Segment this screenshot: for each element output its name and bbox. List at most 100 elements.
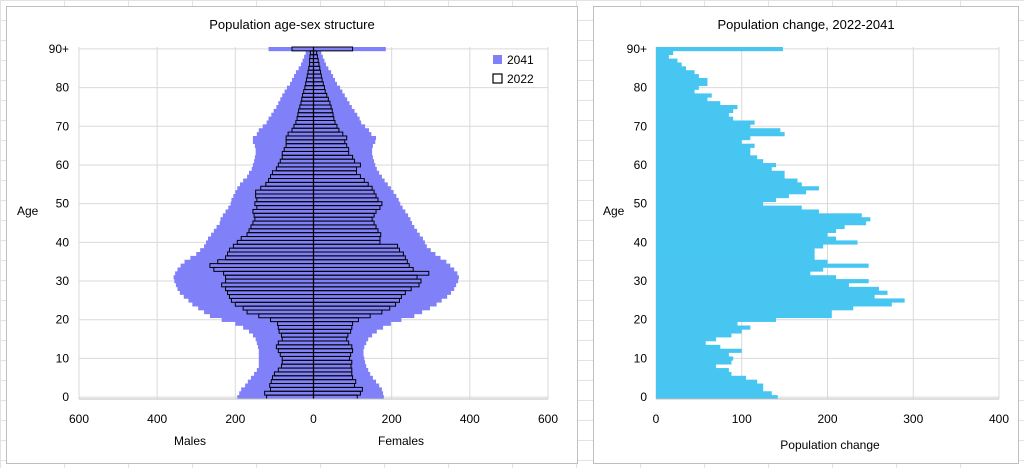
pyramid-y-tick-label: 90+ (49, 42, 69, 56)
bar-2041-male (192, 302, 314, 307)
bar-2041-female (313, 89, 343, 94)
change-bar (656, 58, 678, 63)
bar-2041-male (254, 371, 314, 377)
change-y-tick-label: 40 (634, 235, 648, 249)
bar-2041-female (313, 275, 459, 280)
bar-2041-male (258, 352, 314, 357)
change-bar (656, 329, 742, 334)
bar-2041-female (313, 197, 399, 203)
pyramid-x-tick-label: 200 (225, 412, 245, 426)
bar-2041-male (266, 120, 314, 125)
bar-2041-male (175, 282, 314, 288)
change-bar (656, 248, 815, 253)
males-axis-label: Males (174, 434, 206, 448)
change-y-tick-label: 60 (634, 158, 648, 172)
change-bar (656, 379, 758, 384)
change-bar (656, 344, 721, 350)
change-bar (656, 310, 832, 315)
pyramid-chart-title: Population age-sex structure (209, 17, 374, 32)
change-bar (656, 74, 699, 79)
bar-2041-male (258, 360, 314, 365)
change-bar (656, 193, 789, 199)
bar-2041-male (173, 275, 314, 280)
bar-2041-male (213, 228, 314, 233)
change-y-tick-label: 0 (640, 390, 647, 404)
pyramid-x-tick-label: 600 (69, 412, 89, 426)
change-bar (656, 282, 849, 288)
bar-2041-male (204, 310, 314, 315)
change-bar (656, 375, 747, 380)
bar-2041-female (313, 155, 373, 160)
bar-2041-male (254, 155, 314, 160)
change-bar (656, 275, 837, 280)
bar-2041-male (256, 132, 314, 137)
bar-2041-male (235, 321, 314, 326)
change-bar (656, 364, 717, 369)
change-bar (656, 128, 781, 133)
bar-2041-female (313, 364, 367, 369)
bar-2041-male (235, 190, 314, 195)
bar-2041-female (313, 371, 371, 377)
change-bar (656, 356, 734, 361)
bar-2041-female (313, 66, 329, 71)
bar-2041-female (313, 387, 382, 392)
bar-2041-female (313, 54, 323, 59)
change-x-tick-label: 100 (732, 412, 752, 426)
change-bar (656, 70, 695, 75)
females-axis-label: Females (378, 434, 424, 448)
change-bar (656, 395, 778, 400)
bar-2041-female (313, 379, 377, 384)
change-bar (656, 340, 706, 346)
bar-2041-female (313, 244, 427, 249)
change-y-tick-label: 10 (634, 351, 648, 365)
bar-2041-male (239, 391, 314, 396)
bar-2041-female (313, 217, 411, 222)
change-bar (656, 271, 811, 276)
bar-2041-male (262, 124, 314, 129)
change-chart-panel[interactable]: Population change, 2022-2041 Age Populat… (593, 6, 1019, 464)
change-bar (656, 182, 802, 187)
bar-2041-male (304, 54, 314, 59)
bar-2041-male (180, 263, 314, 268)
bar-2041-female (313, 383, 380, 388)
bar-2041-male (254, 159, 314, 164)
bar-2041-male (271, 112, 314, 117)
change-bar (656, 313, 832, 319)
bar-2041-female (313, 337, 369, 342)
bar-2041-male (280, 97, 314, 102)
bar-2041-male (198, 306, 314, 311)
pyramid-y-tick-label: 50 (56, 197, 70, 211)
bar-2041-female (313, 236, 423, 241)
bar-2041-female (313, 348, 364, 353)
bar-2041-male (295, 70, 314, 75)
bar-2041-female (313, 147, 373, 152)
bar-2041-female (313, 248, 431, 253)
bar-2041-female (313, 279, 459, 284)
change-bar (656, 139, 742, 145)
bar-2041-female (313, 81, 337, 86)
bar-2041-female (313, 101, 350, 106)
bar-2041-male (245, 383, 314, 388)
pyramid-x-tick-label: 400 (147, 412, 167, 426)
change-bar (656, 205, 802, 210)
bar-2041-female (313, 313, 415, 319)
bar-2041-male (228, 205, 314, 210)
bar-2041-male (284, 89, 314, 94)
bar-2041-female (313, 47, 386, 52)
bar-2041-male (241, 387, 314, 392)
bar-2041-female (313, 108, 355, 114)
change-bar (656, 101, 721, 106)
pyramid-y-tick-label: 0 (62, 390, 69, 404)
change-y-tick-label: 80 (634, 81, 648, 95)
pyramid-chart-panel[interactable]: Population age-sex structure Age Males F… (6, 6, 578, 464)
pyramid-y-tick-label: 60 (56, 158, 70, 172)
pyramid-y-axis-label: Age (17, 204, 39, 218)
bar-2041-male (219, 221, 314, 226)
bar-2041-female (313, 85, 341, 90)
change-bar (656, 217, 871, 222)
bar-2041-female (313, 252, 436, 257)
bar-2041-female (313, 128, 369, 133)
bar-2041-male (188, 298, 314, 303)
bar-2041-female (313, 352, 364, 357)
change-bar (656, 267, 824, 272)
